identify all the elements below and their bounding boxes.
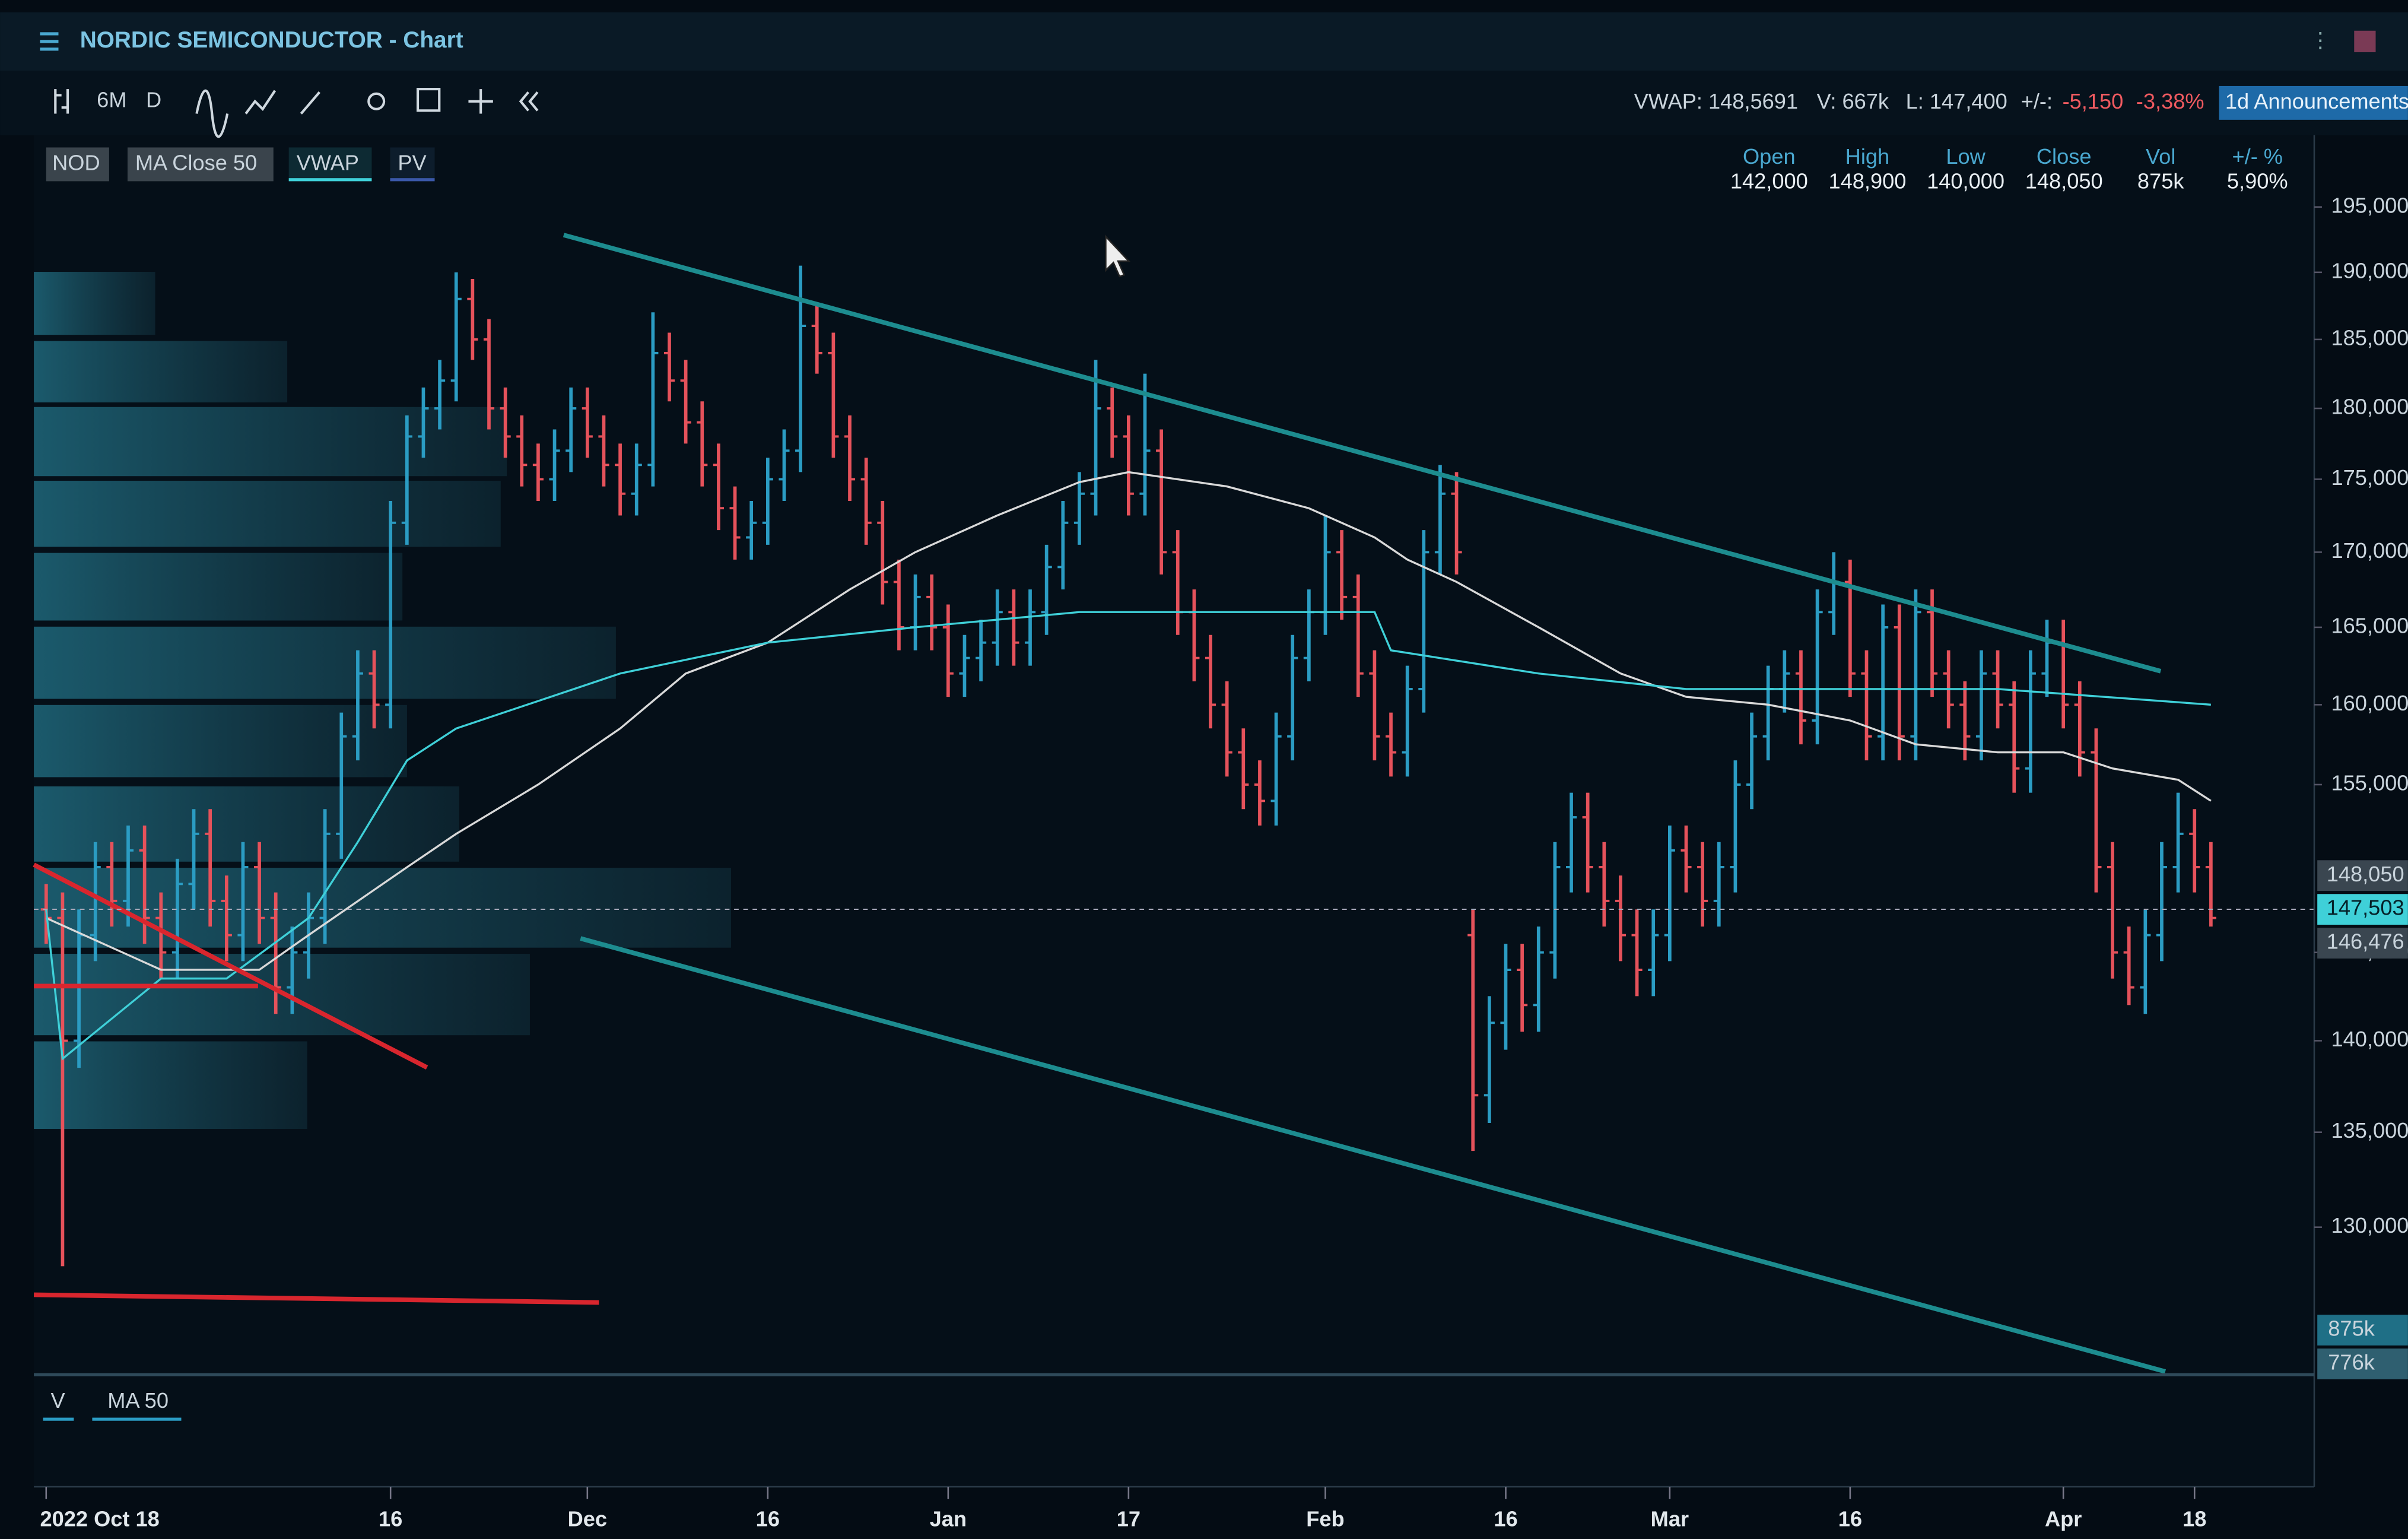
y-tick-label: 195,000 [2331, 193, 2408, 217]
y-tick-label: 190,000 [2331, 258, 2408, 283]
price-label-box [2317, 894, 2408, 925]
x-tick-label: 16 [756, 1507, 780, 1531]
x-tick-label: 2022 Oct 18 [40, 1507, 159, 1531]
price-label-box [2317, 928, 2408, 959]
indicator-line [45, 611, 2211, 1061]
mouse-cursor [1105, 234, 1131, 278]
legend-chip[interactable] [288, 147, 372, 182]
y-tick-label: 140,000 [2331, 1027, 2408, 1051]
x-tick-label: 17 [1117, 1507, 1141, 1531]
quote-change: -5,150 [2063, 89, 2124, 113]
ohlc-label: Open [1743, 144, 1796, 169]
quote-change-pct: -3,38% [2136, 89, 2204, 113]
legend-chip-label[interactable]: MA Close 50 [135, 150, 257, 174]
x-tick-label: 18 [2183, 1507, 2206, 1531]
y-tick-label: 130,000 [2331, 1213, 2408, 1237]
legend-chip[interactable] [46, 147, 109, 182]
ohlc-value: 142,000 [1730, 169, 1808, 193]
ohlc-label: +/- % [2232, 144, 2283, 169]
ohlc-value: 140,000 [1927, 169, 2004, 193]
ohlc-label: Vol [2146, 144, 2175, 169]
legend-underline [43, 1417, 74, 1421]
x-tick-label: Jan [930, 1507, 967, 1531]
price-label: 147,503 [2327, 896, 2404, 920]
window-button[interactable] [2354, 30, 2376, 52]
volume-panel-label[interactable]: V [51, 1388, 65, 1413]
y-tick-label: 160,000 [2331, 691, 2408, 715]
x-tick-label: 16 [1494, 1507, 1517, 1531]
x-tick-label: 16 [379, 1507, 402, 1531]
range-button[interactable]: 6M [97, 87, 126, 112]
ohlc-value: 148,050 [2025, 169, 2103, 193]
announcements-label[interactable]: 1d Announcements [2225, 89, 2408, 113]
ohlc-label: High [1845, 144, 1890, 169]
y-tick-label: 175,000 [2331, 465, 2408, 490]
price-label: 148,050 [2327, 862, 2404, 886]
legend-underline [390, 178, 435, 182]
legend-chip-label[interactable]: NOD [52, 150, 100, 174]
ohlc-value: 148,900 [1828, 169, 1906, 193]
x-tick-label: Mar [1651, 1507, 1689, 1531]
y-tick-label: 155,000 [2331, 771, 2408, 795]
toolbar-icons[interactable] [54, 88, 539, 138]
quote-last: L: 147,400 [1906, 89, 2007, 113]
y-tick-label: 185,000 [2331, 325, 2408, 350]
toolbar [0, 71, 2408, 135]
ohlc-value: 5,90% [2227, 169, 2288, 193]
x-tick-label: 16 [1838, 1507, 1862, 1531]
volume-marker-label: 776k [2328, 1350, 2375, 1375]
y-tick-label: 180,000 [2331, 395, 2408, 419]
legend-chip[interactable] [390, 147, 435, 182]
y-tick-label: 170,000 [2331, 538, 2408, 563]
quote-change-label: +/-: [2021, 89, 2053, 113]
quote-vwap: VWAP: 148,5691 [1634, 89, 1799, 113]
legend-underline [288, 178, 372, 182]
interval-button[interactable]: D [146, 87, 161, 112]
window-title: NORDIC SEMICONDUCTOR - Chart [80, 27, 463, 53]
y-tick-label: 135,000 [2331, 1118, 2408, 1143]
x-tick-label: Apr [2045, 1507, 2082, 1531]
volume-marker [2317, 1348, 2408, 1379]
legend-underline [92, 1417, 182, 1421]
volume-marker-label: 875k [2328, 1316, 2375, 1341]
legend-chip[interactable] [127, 147, 274, 182]
more-menu[interactable]: ⋮ [2309, 27, 2331, 52]
ohlc-label: Low [1946, 144, 1986, 169]
quote-volume: V: 667k [1817, 89, 1889, 113]
x-tick-label: Dec [568, 1507, 607, 1531]
volume-panel-label[interactable]: MA 50 [107, 1388, 169, 1413]
legend-chip-label[interactable]: VWAP [297, 150, 359, 174]
menu-icon[interactable] [40, 32, 59, 51]
ohlc-label: Close [2037, 144, 2092, 169]
ohlc-value: 875k [2137, 169, 2184, 193]
price-label-box [2317, 860, 2408, 891]
legend-chip-label[interactable]: PV [398, 150, 426, 174]
x-tick-label: Feb [1306, 1507, 1344, 1531]
y-tick-label: 165,000 [2331, 613, 2408, 637]
announcements-button[interactable] [2219, 85, 2408, 120]
volume-marker [2317, 1315, 2408, 1346]
trend-lines [33, 233, 2166, 1374]
title-bar [0, 12, 2408, 71]
indicator-line [46, 471, 2212, 971]
price-label: 146,476 [2327, 929, 2404, 954]
